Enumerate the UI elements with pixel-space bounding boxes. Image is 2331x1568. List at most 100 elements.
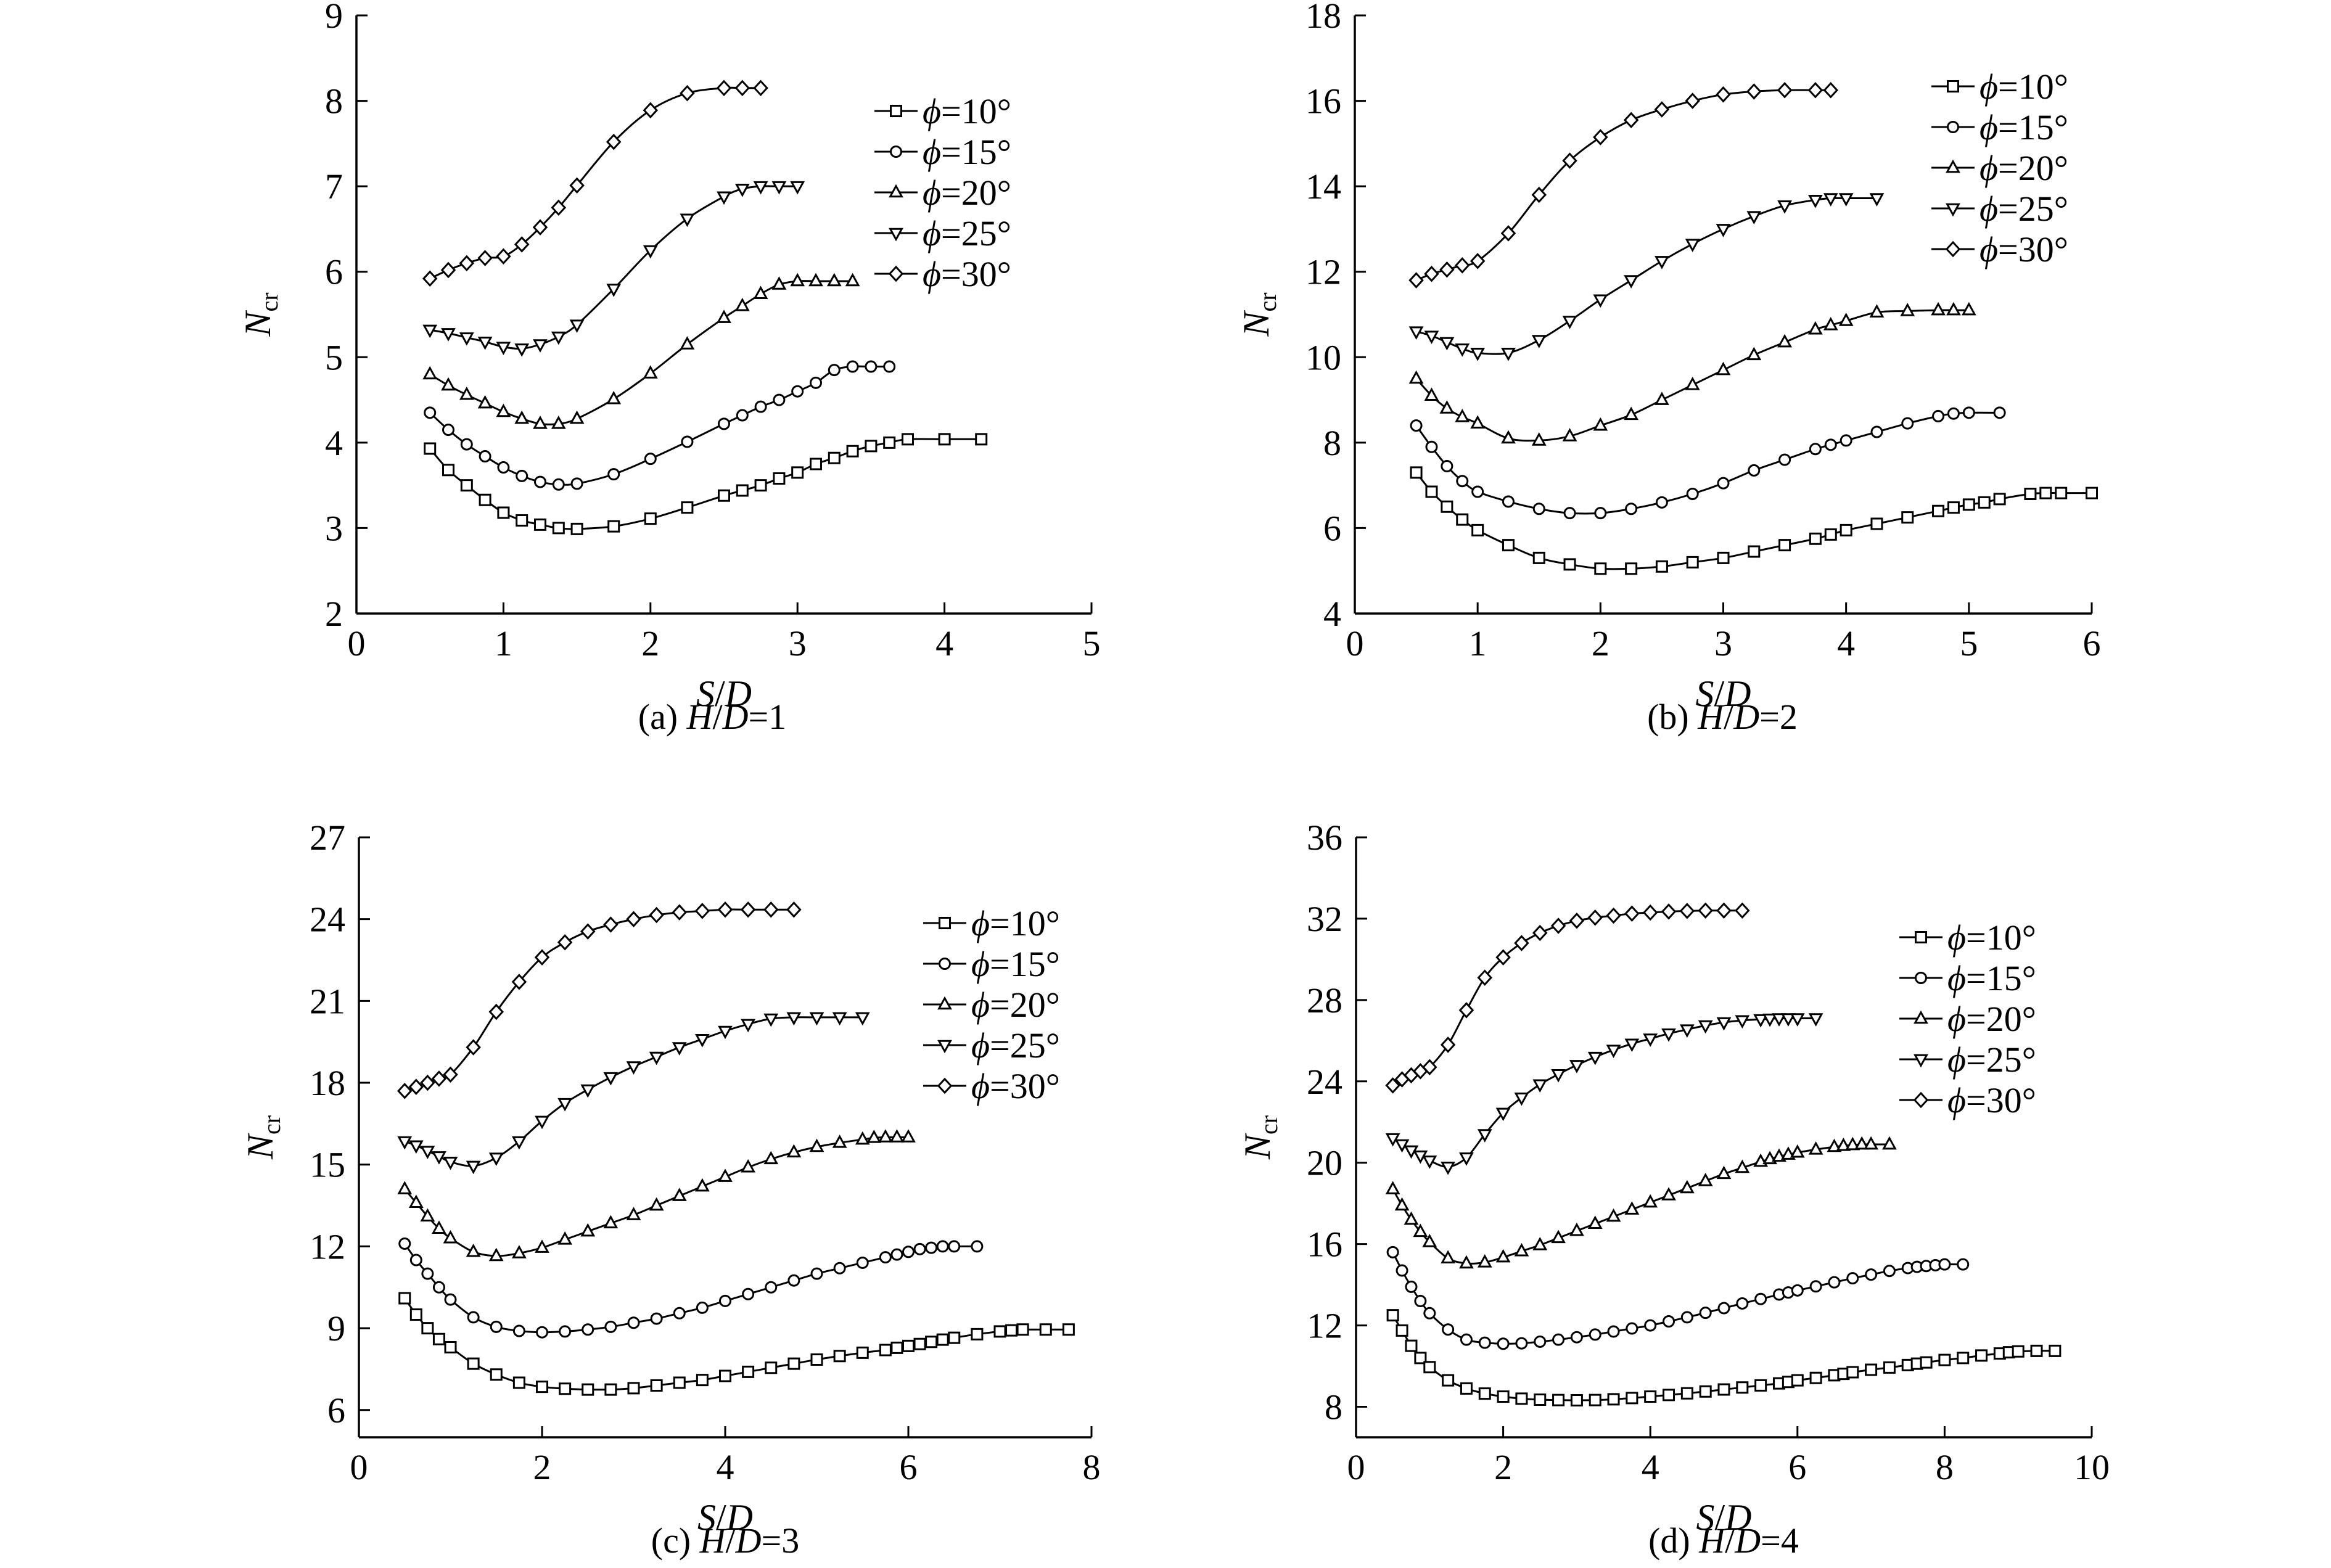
legend-item: ϕ=25°: [1899, 1040, 2036, 1080]
x-tick-label: 3: [1714, 623, 1732, 663]
data-point: [1869, 193, 1885, 207]
data-point: [1404, 1211, 1419, 1225]
data-point: [398, 1292, 411, 1305]
data-point: [460, 438, 473, 451]
data-point: [1938, 1258, 1951, 1271]
legend-label: ϕ=10°: [971, 903, 1060, 943]
data-point: [808, 273, 823, 287]
data-point: [1938, 1353, 1951, 1366]
data-point: [534, 949, 550, 966]
data-point: [431, 1070, 447, 1087]
data-point: [409, 1308, 422, 1321]
data-point: [1854, 1136, 1870, 1150]
legend-item: ϕ=20°: [1931, 148, 2068, 188]
data-point: [459, 255, 475, 272]
data-point: [1957, 1352, 1970, 1365]
data-point: [1685, 239, 1700, 252]
data-point: [1413, 1223, 1428, 1238]
data-point: [855, 1131, 870, 1145]
data-point: [890, 1248, 903, 1261]
data-point: [1781, 1013, 1796, 1027]
data-point: [1587, 1215, 1603, 1229]
data-point: [1562, 152, 1577, 169]
data-point: [424, 406, 437, 419]
data-point: [1531, 186, 1547, 203]
y-tick-label: 24: [310, 900, 345, 940]
data-point: [1423, 1307, 1436, 1320]
data-point: [1502, 495, 1515, 508]
data-point: [828, 451, 841, 464]
data-point: [650, 1312, 663, 1325]
data-point: [771, 276, 787, 290]
data-point: [1920, 1356, 1933, 1369]
data-point: [1790, 1013, 1805, 1027]
data-point: [856, 1256, 869, 1269]
data-point: [1440, 1036, 1456, 1053]
data-point: [1827, 1138, 1842, 1152]
data-point: [606, 133, 622, 150]
y-tick-label: 14: [1305, 166, 1341, 207]
data-point: [1716, 1165, 1732, 1180]
data-point: [901, 1129, 916, 1143]
data-point: [833, 1350, 846, 1363]
data-point: [1625, 562, 1638, 575]
data-point: [1606, 1208, 1621, 1222]
data-point: [1386, 1309, 1399, 1322]
data-point: [1686, 488, 1699, 500]
data-point: [936, 1240, 949, 1253]
data-point: [1717, 477, 1730, 490]
data-point: [1642, 904, 1658, 921]
x-tick-label: 6: [2083, 623, 2101, 663]
data-point: [1661, 1187, 1676, 1201]
data-point: [1514, 935, 1529, 951]
series-triangle-down: [422, 181, 805, 357]
data-point: [826, 273, 842, 287]
data-point: [1514, 1242, 1529, 1257]
panel-caption: (a) H/D=1: [638, 697, 787, 737]
data-point: [422, 270, 438, 287]
legend-marker: [1947, 80, 1959, 92]
data-point: [925, 1241, 938, 1254]
data-point: [1957, 1258, 1970, 1271]
data-point: [649, 906, 664, 924]
data-point: [442, 424, 454, 437]
data-point: [763, 1013, 779, 1027]
data-point: [1551, 1229, 1566, 1244]
legend-marker: [939, 917, 951, 929]
data-point: [1425, 440, 1438, 453]
series-triangle-down: [1385, 1013, 1823, 1175]
data-point: [1838, 193, 1854, 207]
data-point: [477, 395, 493, 409]
data-point: [1746, 83, 1762, 100]
series-line: [404, 1297, 1069, 1391]
data-point: [753, 181, 768, 195]
data-point: [497, 506, 510, 519]
data-point: [1735, 1159, 1750, 1173]
data-point: [536, 1326, 548, 1339]
x-tick-label: 2: [1592, 623, 1610, 663]
y-tick-label: 32: [1307, 899, 1342, 939]
data-point: [1039, 1323, 1052, 1336]
x-axis-title: S/D: [1695, 673, 1751, 714]
data-point: [694, 903, 710, 919]
y-tick-label: 20: [1307, 1143, 1342, 1183]
data-point: [627, 1316, 640, 1329]
legend-marker: [1913, 1091, 1929, 1109]
x-tick-label: 2: [533, 1447, 551, 1487]
legend-label: ϕ=25°: [1980, 189, 2068, 229]
data-point: [773, 393, 786, 406]
data-point: [1477, 1254, 1492, 1268]
data-point: [570, 522, 583, 535]
data-point: [1442, 1374, 1455, 1387]
data-point: [1414, 1295, 1427, 1308]
data-point: [718, 1025, 733, 1040]
data-point: [1809, 1371, 1822, 1384]
data-point: [1439, 261, 1455, 278]
data-point: [809, 1012, 824, 1026]
data-point: [604, 1320, 617, 1333]
data-point: [1593, 417, 1608, 431]
data-point: [846, 445, 859, 458]
data-point: [1716, 86, 1731, 103]
data-point: [1532, 1236, 1548, 1250]
